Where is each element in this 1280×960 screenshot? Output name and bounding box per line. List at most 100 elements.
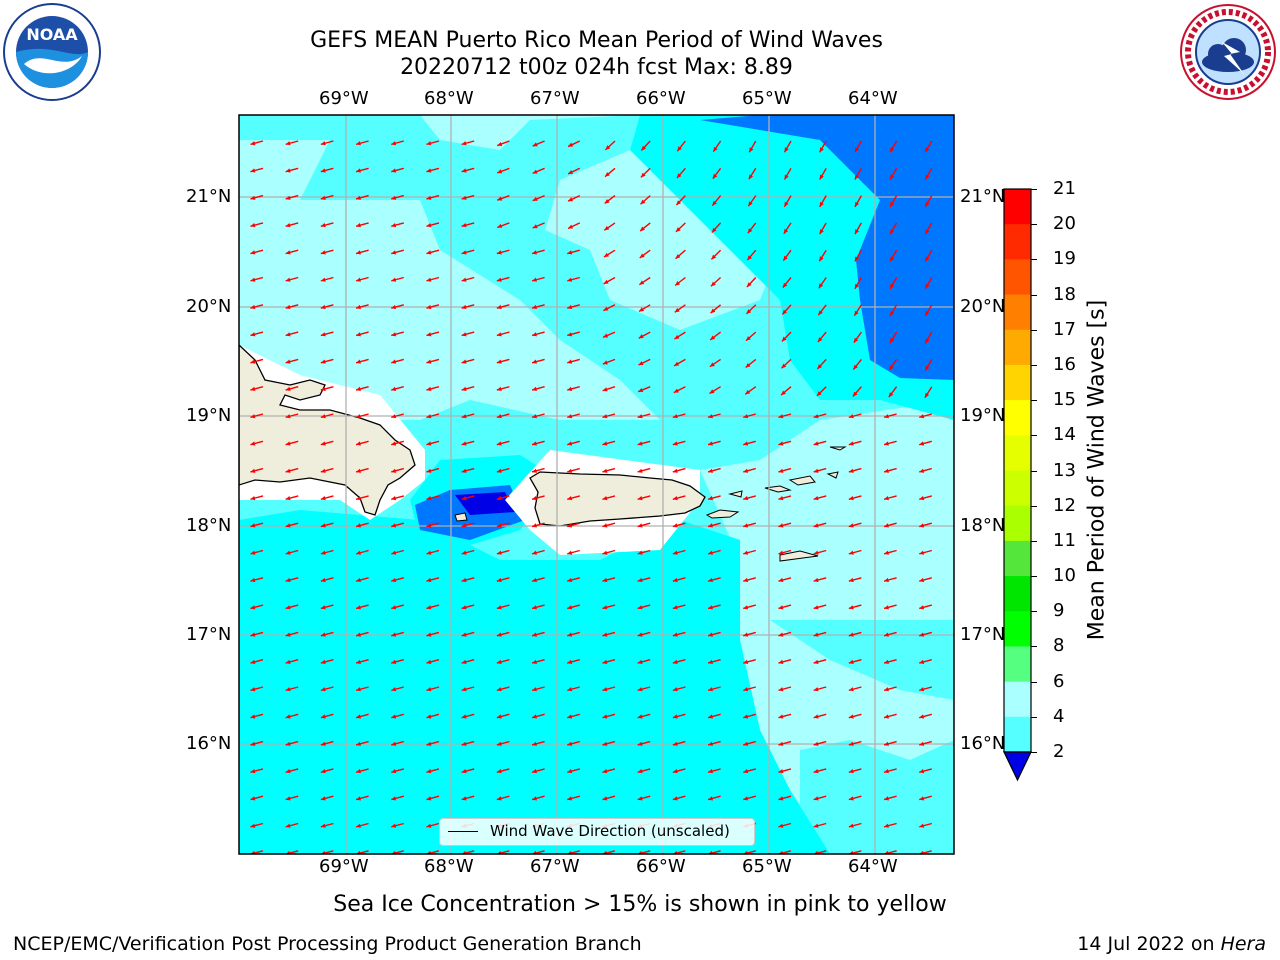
wind-wave-arrow-head	[532, 224, 538, 229]
colorbar-tick-mark	[1031, 752, 1037, 753]
map-field	[239, 115, 954, 854]
wind-wave-arrow-head	[426, 796, 432, 801]
wind-wave-arrow-head	[391, 577, 397, 583]
footer-date: 14 Jul 2022 on Hera	[1077, 933, 1266, 955]
wind-wave-arrow-head	[496, 304, 502, 310]
wind-wave-arrow-head	[285, 141, 291, 146]
wind-wave-arrow-head	[567, 332, 573, 337]
wind-wave-arrow-head	[713, 146, 718, 152]
colorbar-tick-mark	[1031, 716, 1037, 718]
wind-wave-arrow-head	[778, 605, 784, 610]
wind-wave-arrow-head	[532, 550, 537, 555]
wind-wave-arrow-head	[778, 687, 784, 692]
wind-wave-arrow-head	[637, 632, 643, 637]
wind-wave-arrow-head	[890, 174, 895, 180]
wind-wave-arrow-head	[426, 659, 432, 665]
wind-wave-arrow-head	[532, 577, 537, 583]
wind-wave-arrow-head	[391, 796, 397, 801]
wind-wave-arrow-head	[813, 605, 819, 610]
wind-wave-arrow-head	[637, 550, 643, 555]
wind-wave-arrow-head	[391, 768, 397, 774]
colorbar-tick-mark	[1031, 259, 1037, 261]
colorbar-segment	[1004, 294, 1031, 331]
wind-wave-arrow-head	[712, 200, 717, 206]
wind-wave-arrow-head	[250, 222, 256, 228]
wind-wave-arrow-head	[784, 147, 789, 153]
wind-wave-arrow-head	[285, 332, 291, 337]
wind-wave-arrow-head	[884, 796, 889, 801]
wind-wave-arrow-head	[817, 337, 823, 343]
wind-wave-arrow-head	[637, 659, 643, 665]
wave-period-band	[239, 510, 830, 854]
wind-wave-arrow-head	[567, 632, 573, 637]
wind-wave-arrow-head	[496, 414, 502, 419]
wind-wave-arrow-head	[637, 741, 643, 746]
wind-wave-arrow-head	[426, 687, 432, 692]
wind-wave-arrow-head	[748, 201, 753, 207]
wind-wave-arrow-head	[250, 414, 256, 419]
wind-wave-arrow-head	[849, 850, 854, 854]
colorbar-segment	[1004, 189, 1031, 225]
colorbar-segment	[1004, 611, 1031, 647]
wind-wave-arrow-head	[320, 796, 326, 801]
wind-wave-arrow-head	[675, 281, 681, 286]
wind-wave-arrow-head	[637, 687, 643, 692]
wind-wave-arrow-head	[708, 659, 713, 665]
wind-wave-arrow-head	[640, 172, 646, 178]
anegada-land	[829, 446, 847, 451]
wind-wave-arrow-head	[890, 311, 895, 317]
wind-wave-arrow-head	[285, 714, 291, 719]
wind-wave-arrow-head	[672, 495, 678, 501]
wind-wave-arrow-head	[708, 550, 713, 555]
wind-wave-arrow-head	[639, 280, 645, 285]
wind-wave-arrow-head	[778, 577, 784, 583]
wind-wave-arrow-head	[639, 307, 645, 312]
wind-wave-arrow-head	[848, 659, 854, 665]
wind-wave-arrow-head	[602, 495, 608, 501]
wind-wave-arrow-head	[391, 386, 397, 392]
wind-wave-arrow-head	[391, 222, 397, 228]
wind-wave-arrow-head	[426, 632, 432, 637]
wind-wave-arrow-head	[884, 577, 889, 583]
wind-wave-arrow-head	[603, 279, 609, 284]
wind-wave-arrow-head	[778, 414, 784, 419]
wind-wave-arrow-head	[819, 174, 824, 180]
wind-wave-arrow-head	[567, 714, 573, 719]
wind-wave-arrow-head	[673, 850, 678, 854]
colorbar-tick-mark	[1031, 364, 1037, 366]
wind-wave-arrow-head	[640, 226, 645, 232]
wind-wave-arrow-head	[746, 336, 751, 341]
wind-wave-arrow-head	[708, 632, 713, 637]
wind-wave-arrow-head	[532, 169, 538, 174]
wind-wave-arrow-head	[320, 222, 326, 228]
wind-wave-arrow-head	[426, 250, 432, 255]
wind-wave-arrow-head	[813, 741, 819, 746]
wind-wave-arrow-head	[605, 172, 610, 177]
wind-wave-arrow-head	[708, 468, 713, 473]
wind-wave-arrow-head	[461, 441, 467, 446]
wind-wave-arrow-head	[391, 605, 397, 610]
wind-wave-arrow-head	[356, 577, 361, 583]
wind-wave-arrow-head	[461, 768, 467, 774]
wind-wave-arrow-head	[532, 687, 537, 692]
wind-wave-arrow-head	[602, 468, 608, 473]
wind-wave-arrow-head	[250, 250, 256, 255]
wind-wave-arrow-head	[778, 850, 784, 854]
wind-wave-arrow-head	[813, 850, 819, 854]
wind-wave-arrow-head	[708, 441, 713, 446]
wind-wave-arrow-head	[638, 387, 644, 392]
wind-wave-arrow-head	[674, 307, 680, 313]
wind-wave-arrow-head	[889, 338, 895, 344]
wind-wave-arrow-head	[320, 823, 326, 828]
wind-wave-arrow-head	[848, 577, 854, 583]
wind-wave-arrow-head	[285, 823, 291, 828]
wind-wave-arrow-head	[925, 201, 930, 207]
wind-wave-arrow-head	[710, 335, 716, 340]
wind-wave-arrow-head	[320, 577, 326, 583]
wind-wave-arrow-head	[250, 796, 256, 801]
wind-wave-arrow-head	[637, 441, 643, 446]
wind-wave-arrow-head	[356, 304, 361, 310]
wind-wave-arrow-head	[602, 605, 608, 610]
wind-wave-arrow-head	[819, 147, 824, 153]
